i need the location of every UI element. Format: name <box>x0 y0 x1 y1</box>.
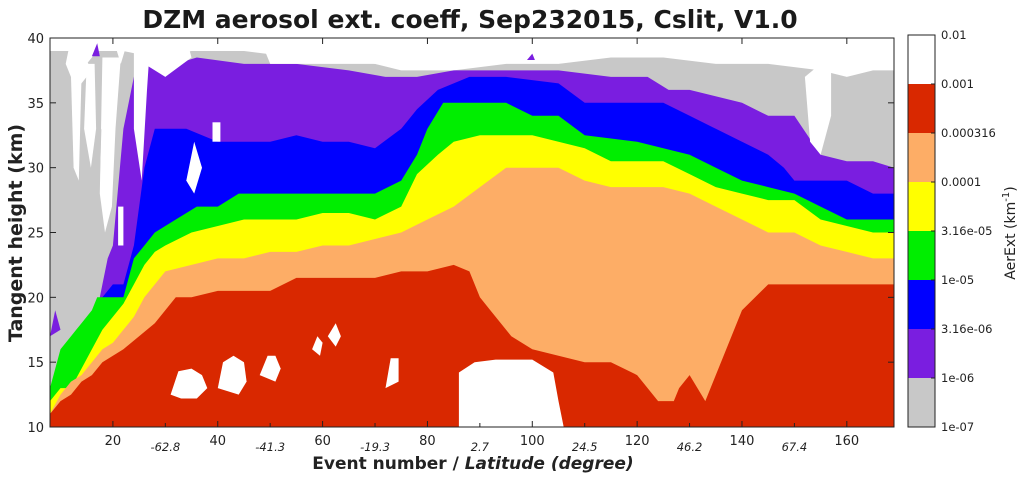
latitude-tick-label: 46.2 <box>677 440 703 454</box>
y-tick-label: 40 <box>27 32 44 47</box>
colorbar-swatch-4 <box>908 182 935 231</box>
contour-patch-23 <box>721 38 805 58</box>
y-axis-ticks: 10 15 20 25 30 35 40 <box>27 32 894 436</box>
latitude-tick-label: -19.3 <box>360 440 390 454</box>
x-tick-label: 60 <box>314 434 331 449</box>
contour-patch-4 <box>312 336 323 356</box>
y-tick-label: 25 <box>27 227 44 242</box>
contour-patch-14 <box>112 38 129 64</box>
contour-patch-18 <box>65 38 92 90</box>
x-tick-label: 160 <box>834 434 859 449</box>
colorbar-label-exponent: -1 <box>1001 192 1012 202</box>
contour-patch-24 <box>846 38 894 64</box>
contour-regions <box>50 38 894 427</box>
chart-title: DZM aerosol ext. coeff, Sep232015, Cslit… <box>142 5 797 34</box>
contour-patch-17 <box>804 57 832 155</box>
y-tick-label: 30 <box>27 162 44 177</box>
contour-patch-16 <box>212 122 221 142</box>
colorbar-swatch-3 <box>908 231 935 280</box>
y-tick-label: 35 <box>27 97 44 112</box>
x-tick-label: 120 <box>625 434 650 449</box>
x-axis-label-separator: / <box>447 454 465 474</box>
contour-patch-10 <box>96 128 102 181</box>
colorbar <box>908 35 935 427</box>
colorbar-tick-label: 1e-06 <box>941 371 974 385</box>
contour-patch-8 <box>84 63 97 168</box>
contour-patch-5 <box>327 323 341 347</box>
latitude-tick-label: 2.7 <box>471 440 490 454</box>
contour-patch-21 <box>417 38 533 64</box>
colorbar-tick-label: 1e-07 <box>941 420 974 434</box>
latitude-tick-label: 24.5 <box>572 440 598 454</box>
colorbar-tick-label: 0.001 <box>941 77 974 91</box>
colorbar-swatch-1 <box>908 329 935 378</box>
contour-patch-12 <box>118 206 124 246</box>
y-tick-label: 10 <box>27 421 44 436</box>
y-axis-label: Tangent height (km) <box>5 124 27 342</box>
colorbar-swatch-6 <box>908 84 935 133</box>
y-tick-label: 15 <box>27 356 44 371</box>
contour-patch-2 <box>217 355 247 395</box>
x-tick-label: 20 <box>105 434 122 449</box>
colorbar-tick-label: 3.16e-06 <box>941 322 992 336</box>
contour-patch-25 <box>50 310 61 337</box>
x-tick-label: 80 <box>419 434 436 449</box>
x-axis-label: Event number / Latitude (degree) <box>312 454 633 474</box>
contour-patch-3 <box>259 355 281 382</box>
colorbar-label: AerExt (km-1) <box>1001 186 1019 279</box>
contour-patch-15 <box>186 141 202 194</box>
latitude-tick-label: 67.4 <box>782 440 808 454</box>
contour-patch-20 <box>259 38 386 64</box>
colorbar-swatch-2 <box>908 280 935 329</box>
latitude-tick-label: -62.8 <box>150 440 180 454</box>
latitude-ticks: -62.8 -41.3 -19.3 2.7 24.5 46.2 67.4 <box>150 423 807 454</box>
x-tick-label: 100 <box>520 434 545 449</box>
colorbar-ticks: 1e-07 1e-06 3.16e-06 1e-05 3.16e-05 0.0001 0.0… <box>931 28 996 434</box>
colorbar-swatch-0 <box>908 378 935 427</box>
contour-patch-6 <box>385 358 399 389</box>
contour-patch-9 <box>99 57 121 233</box>
y-tick-label: 20 <box>27 291 44 306</box>
contour-patch-22 <box>584 38 674 58</box>
x-tick-label: 40 <box>209 434 226 449</box>
x-axis-label-event: Event number <box>312 454 447 474</box>
contour-patch-27 <box>91 43 100 57</box>
contour-patch-26 <box>527 53 535 60</box>
x-tick-label: 140 <box>730 434 755 449</box>
x-axis-ticks: 20 40 60 80 100 120 140 160 <box>105 38 859 449</box>
colorbar-tick-label: 0.01 <box>941 28 967 42</box>
contour-patch-13 <box>133 51 150 181</box>
contour-patch-19 <box>144 38 192 77</box>
contour-patch-7 <box>71 76 82 181</box>
contour-bands <box>50 51 894 427</box>
colorbar-tick-label: 0.000316 <box>941 126 996 140</box>
contour-patch-0 <box>458 359 564 427</box>
contour-band-6 <box>50 264 894 427</box>
contour-patch-11 <box>107 76 116 116</box>
colorbar-tick-label: 3.16e-05 <box>941 224 992 238</box>
colorbar-tick-label: 1e-05 <box>941 273 974 287</box>
plot-area <box>50 38 894 427</box>
contour-patch-1 <box>170 368 208 399</box>
colorbar-tick-label: 0.0001 <box>941 175 981 189</box>
x-axis-label-latitude: Latitude (degree) <box>465 454 634 474</box>
latitude-tick-label: -41.3 <box>255 440 285 454</box>
colorbar-swatch-5 <box>908 133 935 182</box>
colorbar-swatch-7 <box>908 35 935 84</box>
